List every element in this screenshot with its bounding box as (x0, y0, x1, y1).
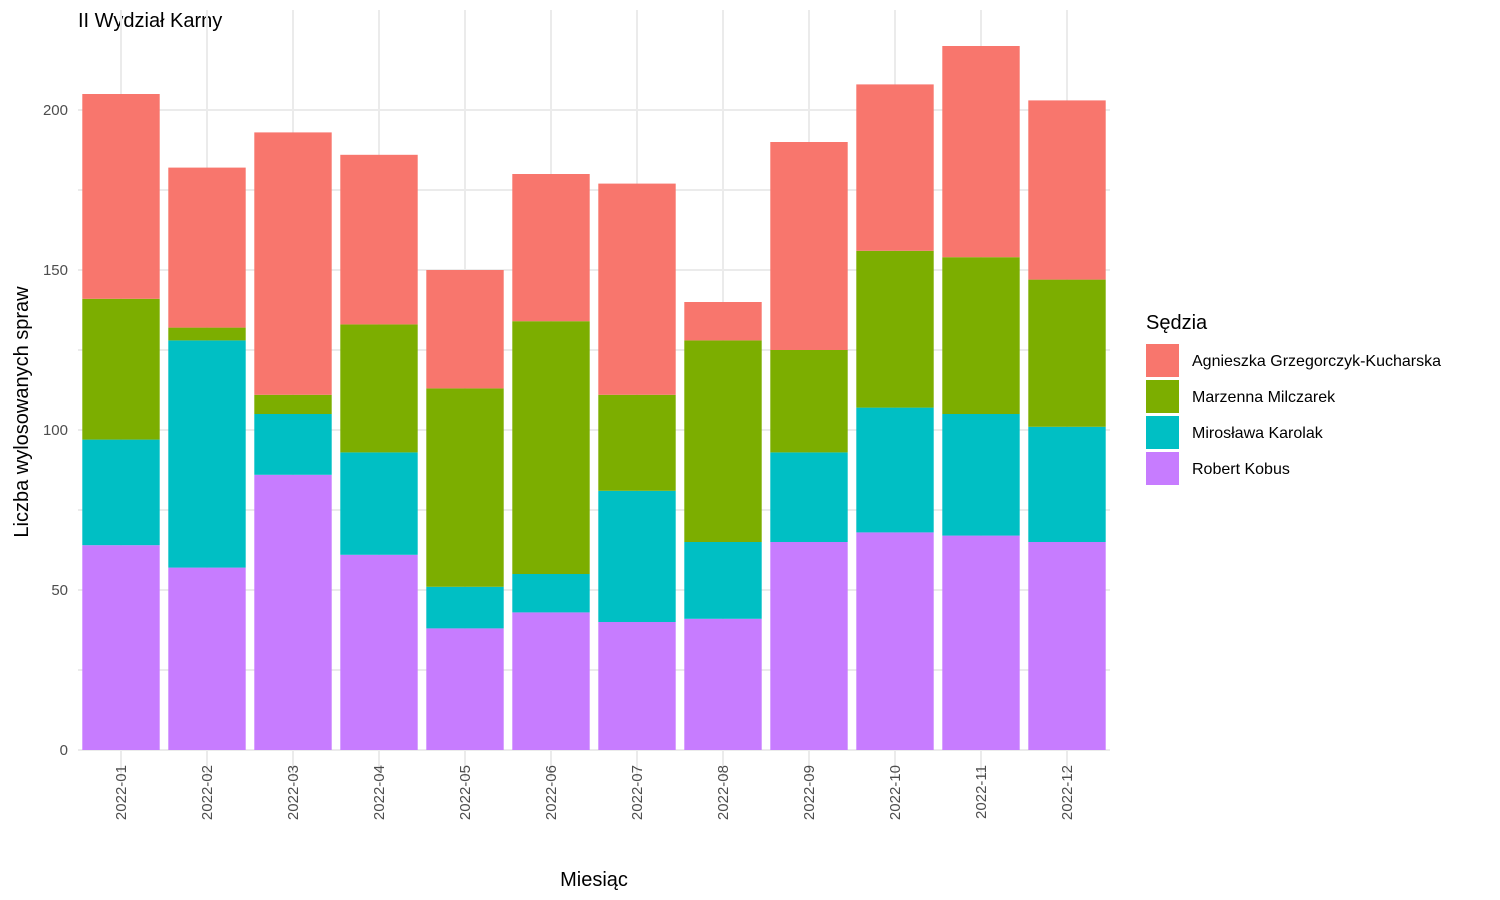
bar-segment (340, 154, 418, 325)
x-tick-label: 2022-02 (199, 765, 216, 820)
y-axis-title: Liczba wylosowanych spraw (11, 286, 33, 538)
bar-segment (942, 535, 1020, 750)
bar-segment (426, 628, 504, 750)
bar-segment (856, 84, 934, 251)
bar-segment (512, 612, 590, 750)
x-axis-ticks: 2022-01 2022-02 2022-03 2022-04 2022-05 2022-… (113, 765, 1076, 820)
bar-segment (254, 394, 332, 414)
bar-segment (770, 542, 848, 750)
bar-segment (770, 452, 848, 542)
bar-segment (340, 554, 418, 750)
x-axis-title: Miesiąc (560, 869, 628, 891)
chart-title: II Wydział Karny (78, 10, 222, 32)
legend: Sędzia Agnieszka Grzegorczyk-Kucharska Ma… (1146, 312, 1441, 485)
bar-segment (168, 567, 246, 750)
bar-segment (82, 545, 160, 750)
legend-title: Sędzia (1146, 312, 1208, 334)
bar-segment (512, 574, 590, 613)
bar-segment (1028, 542, 1106, 750)
bar-segment (684, 302, 762, 341)
bar-segment (770, 350, 848, 453)
bar-segment (942, 257, 1020, 414)
bar-segment (598, 183, 676, 395)
bar-segment (168, 167, 246, 328)
bar-segment (1028, 100, 1106, 280)
bar-segment (512, 174, 590, 322)
bar-segment (426, 270, 504, 389)
bar-segment (1028, 426, 1106, 542)
bar-segment (856, 407, 934, 533)
x-tick-label: 2022-09 (801, 765, 818, 820)
x-tick-label: 2022-07 (629, 765, 646, 820)
y-tick-label: 0 (60, 742, 68, 759)
y-tick-label: 150 (43, 262, 68, 279)
bar-segment (82, 439, 160, 546)
bar-segment (426, 388, 504, 587)
bar-segment (684, 618, 762, 750)
bar-segment (512, 321, 590, 574)
bar-segment (856, 250, 934, 408)
bar-segment (942, 46, 1020, 258)
y-tick-label: 200 (43, 102, 68, 119)
bar-segment (254, 132, 332, 395)
bar-segment (340, 324, 418, 453)
bars (82, 46, 1106, 750)
bar-segment (82, 298, 160, 440)
bar-segment (254, 474, 332, 750)
legend-label: Robert Kobus (1192, 461, 1290, 478)
bar-segment (598, 622, 676, 750)
bar-segment (942, 414, 1020, 536)
bar-segment (168, 340, 246, 568)
legend-label: Marzenna Milczarek (1192, 389, 1336, 406)
x-tick-label: 2022-01 (113, 765, 130, 820)
y-tick-label: 100 (43, 422, 68, 439)
legend-swatch (1146, 344, 1179, 377)
x-tick-label: 2022-06 (543, 765, 560, 820)
y-axis-ticks: 0 50 100 150 200 (43, 102, 68, 759)
bar-segment (684, 542, 762, 619)
legend-swatch (1146, 452, 1179, 485)
bar-segment (82, 94, 160, 299)
bar-segment (254, 414, 332, 475)
x-tick-label: 2022-11 (973, 765, 990, 819)
bar-segment (684, 340, 762, 542)
x-tick-label: 2022-10 (887, 765, 904, 820)
legend-label: Agnieszka Grzegorczyk-Kucharska (1192, 353, 1441, 370)
y-tick-label: 50 (51, 582, 68, 599)
bar-segment (426, 586, 504, 629)
x-tick-label: 2022-12 (1059, 765, 1076, 820)
bar-segment (598, 394, 676, 491)
bar-segment (168, 327, 246, 341)
bar-segment (1028, 279, 1106, 427)
x-tick-label: 2022-05 (457, 765, 474, 820)
legend-swatch (1146, 416, 1179, 449)
x-tick-label: 2022-08 (715, 765, 732, 820)
x-tick-label: 2022-03 (285, 765, 302, 820)
bar-segment (770, 142, 848, 350)
x-tick-label: 2022-04 (371, 765, 388, 820)
bar-segment (340, 452, 418, 555)
bar-segment (598, 490, 676, 622)
legend-label: Mirosława Karolak (1192, 425, 1324, 442)
bar-segment (856, 532, 934, 750)
legend-swatch (1146, 380, 1179, 413)
